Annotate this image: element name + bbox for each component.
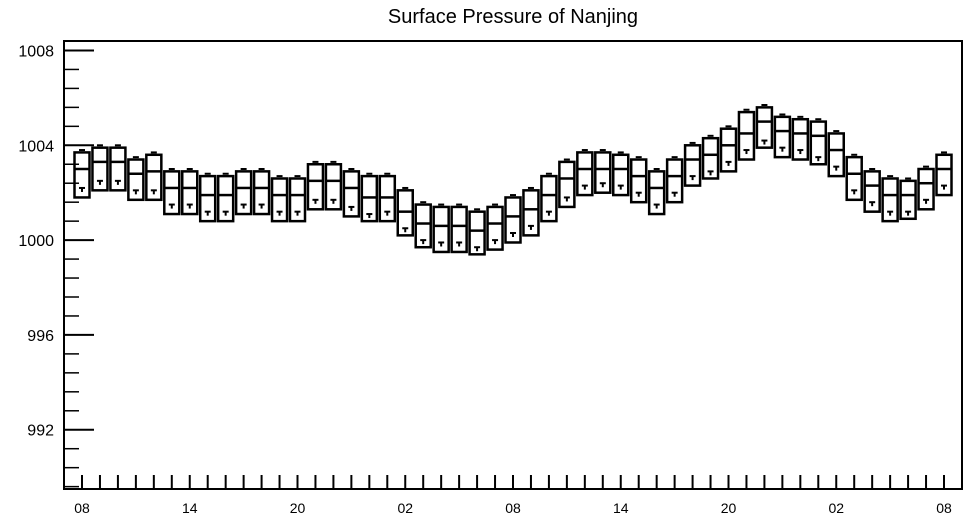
- box: [540, 174, 558, 223]
- box: [809, 120, 828, 166]
- box: [450, 205, 468, 254]
- box-series: [73, 104, 953, 256]
- box: [612, 153, 630, 197]
- box: [109, 146, 127, 192]
- box: [791, 117, 810, 161]
- chart-title: Surface Pressure of Nanjing: [388, 6, 638, 28]
- box: [306, 163, 325, 211]
- y-tick-label: 992: [27, 423, 54, 440]
- box: [755, 106, 774, 149]
- y-tick-label: 1000: [18, 233, 54, 250]
- box: [899, 179, 917, 221]
- box: [468, 210, 486, 256]
- box: [324, 163, 343, 211]
- x-tick-label: 14: [182, 500, 198, 516]
- box: [127, 158, 145, 202]
- x-tick-label: 20: [290, 500, 306, 516]
- box: [198, 174, 217, 223]
- box: [683, 144, 702, 187]
- x-tick-label: 08: [505, 500, 521, 516]
- x-tick-label: 02: [397, 500, 413, 516]
- box: [917, 167, 935, 211]
- box: [665, 158, 684, 204]
- box: [163, 170, 181, 216]
- box: [629, 158, 648, 204]
- plot-frame: [63, 40, 963, 490]
- box: [935, 153, 953, 197]
- box: [504, 196, 522, 244]
- box: [701, 136, 720, 180]
- x-tick-label: 20: [721, 500, 737, 516]
- y-axis: 992 996 1000 1004 1008: [18, 43, 94, 488]
- box: [234, 170, 253, 216]
- x-tick-label: 08: [936, 500, 952, 516]
- box: [486, 205, 504, 251]
- box: [576, 151, 594, 197]
- box: [73, 151, 91, 199]
- box: [252, 170, 271, 216]
- box: [181, 170, 199, 216]
- x-tick-label: 02: [828, 500, 844, 516]
- x-axis: 08 14 20 02 08 14 20 02 08: [74, 475, 952, 516]
- x-tick-label: 14: [613, 500, 629, 516]
- box: [145, 153, 163, 202]
- box: [845, 155, 863, 202]
- box: [594, 151, 612, 194]
- box: [863, 170, 881, 213]
- box: [216, 174, 235, 223]
- box: [827, 132, 845, 178]
- box: [647, 170, 666, 216]
- x-tick-label: 08: [74, 500, 90, 516]
- box: [91, 146, 109, 192]
- y-tick-label: 996: [27, 328, 54, 345]
- box: [270, 177, 289, 223]
- box: [288, 177, 307, 223]
- box: [432, 205, 450, 254]
- y-tick-label: 1008: [18, 43, 54, 60]
- y-tick-label: 1004: [18, 138, 54, 155]
- box: [558, 160, 576, 209]
- box: [773, 115, 792, 159]
- box: [737, 110, 756, 161]
- box: [414, 203, 432, 249]
- box: [342, 170, 361, 218]
- box: [719, 127, 738, 173]
- box: [881, 177, 899, 223]
- box: [522, 189, 540, 237]
